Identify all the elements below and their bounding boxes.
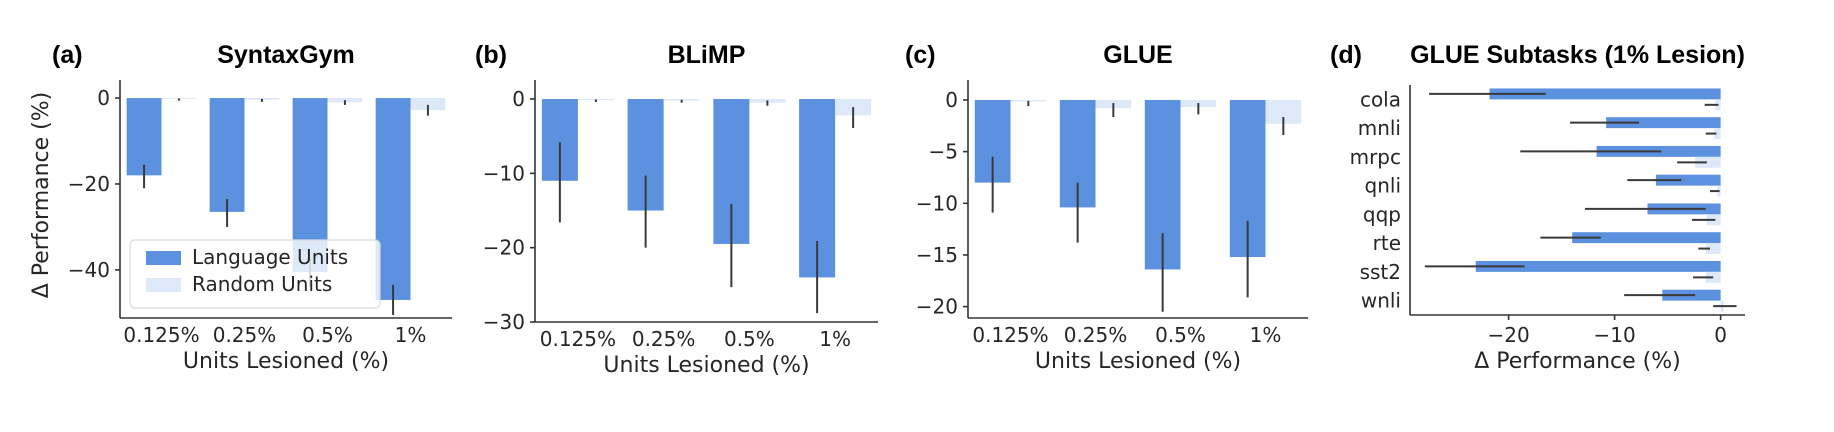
svg-text:1%: 1%	[1250, 323, 1282, 347]
svg-text:Units Lesioned (%): Units Lesioned (%)	[183, 349, 389, 374]
svg-text:0.25%: 0.25%	[632, 327, 696, 351]
svg-text:sst2: sst2	[1360, 260, 1401, 284]
svg-text:0: 0	[945, 88, 958, 112]
glue-bar-chart: 0 −5 −10 −15 −20 0.125% 0.25% 0.5% 1% Units Lesio…	[916, 80, 1308, 374]
blimp-bar-chart: 0 −10 −20 −30 0.125% 0.25% 0.5% 1% Units Lesione…	[483, 80, 878, 378]
svg-text:Random Units: Random Units	[192, 272, 332, 296]
svg-text:−10: −10	[1593, 323, 1635, 347]
svg-text:−20: −20	[1487, 323, 1529, 347]
svg-text:rte: rte	[1373, 231, 1401, 255]
svg-text:0.25%: 0.25%	[1064, 323, 1128, 347]
svg-text:−10: −10	[483, 161, 525, 185]
svg-text:Δ Performance (%): Δ Performance (%)	[1474, 349, 1681, 374]
panel-title-syntaxgym: SyntaxGym	[217, 41, 355, 69]
panel-letter-a: (a)	[52, 41, 83, 69]
svg-text:1%: 1%	[395, 323, 427, 347]
svg-text:0: 0	[512, 87, 525, 111]
svg-text:0.5%: 0.5%	[1155, 323, 1206, 347]
svg-text:Units Lesioned (%): Units Lesioned (%)	[1035, 349, 1241, 374]
panel-glue: (c) GLUE 0 −5 −10 −15 −20 0.125% 0.25% 0.5% 1% Un…	[890, 35, 1320, 432]
svg-text:Language Units: Language Units	[192, 245, 348, 269]
svg-text:−20: −20	[68, 172, 110, 196]
panel-header: (b) BLiMP	[460, 35, 890, 80]
glue-subtasks-barh-chart: cola mnli mrpc qnli qqp rte sst2 wnli −20 −10 0 Δ P…	[1350, 85, 1745, 374]
svg-text:0: 0	[1714, 323, 1727, 347]
panel-header: (d) GLUE Subtasks (1% Lesion)	[1320, 35, 1834, 80]
panel-letter-c: (c)	[905, 41, 936, 69]
svg-text:qqp: qqp	[1363, 202, 1401, 226]
svg-text:−40: −40	[68, 258, 110, 282]
svg-text:0.5%: 0.5%	[724, 327, 775, 351]
panel-header: (a) SyntaxGym	[30, 35, 460, 80]
syntaxgym-bar-chart: 0 −20 −40 0.125% 0.25% 0.5% 1%Units Lesioned (…	[30, 80, 452, 374]
panel-title-blimp: BLiMP	[667, 41, 746, 69]
panel-syntaxgym: (a) SyntaxGym 0 −20 −40 0.125% 0.25% 0.5% 1% Un…	[30, 35, 460, 432]
svg-text:Δ Performance (%): Δ Performance (%)	[30, 92, 54, 299]
svg-text:0.25%: 0.25%	[213, 323, 277, 347]
panel-header: (c) GLUE	[890, 35, 1320, 80]
panel-letter-b: (b)	[475, 41, 507, 69]
svg-text:−30: −30	[483, 310, 525, 334]
svg-text:−10: −10	[916, 191, 958, 215]
panel-title-glue: GLUE	[1103, 41, 1173, 69]
svg-text:0.125%: 0.125%	[972, 323, 1048, 347]
svg-text:0.125%: 0.125%	[123, 323, 199, 347]
svg-text:qnli: qnli	[1365, 174, 1401, 198]
svg-text:Units Lesioned (%): Units Lesioned (%)	[603, 353, 809, 378]
panel-title-glue-subtasks: GLUE Subtasks (1% Lesion)	[1410, 41, 1745, 69]
panel-glue-subtasks: (d) GLUE Subtasks (1% Lesion) cola mnli mr…	[1320, 35, 1834, 432]
svg-text:0.5%: 0.5%	[302, 323, 353, 347]
svg-text:wnli: wnli	[1361, 289, 1401, 313]
svg-text:−20: −20	[916, 295, 958, 319]
svg-text:mnli: mnli	[1358, 116, 1401, 140]
svg-text:cola: cola	[1360, 87, 1401, 111]
svg-text:mrpc: mrpc	[1350, 145, 1401, 169]
svg-text:−15: −15	[916, 243, 958, 267]
svg-text:−5: −5	[929, 140, 958, 164]
svg-text:−20: −20	[483, 236, 525, 260]
svg-text:1%: 1%	[819, 327, 851, 351]
svg-text:0: 0	[97, 86, 110, 110]
svg-text:0.125%: 0.125%	[540, 327, 616, 351]
panel-letter-d: (d)	[1330, 41, 1362, 69]
panel-blimp: (b) BLiMP 0 −10 −20 −30 0.125% 0.25% 0.5% 1% Uni…	[460, 35, 890, 432]
